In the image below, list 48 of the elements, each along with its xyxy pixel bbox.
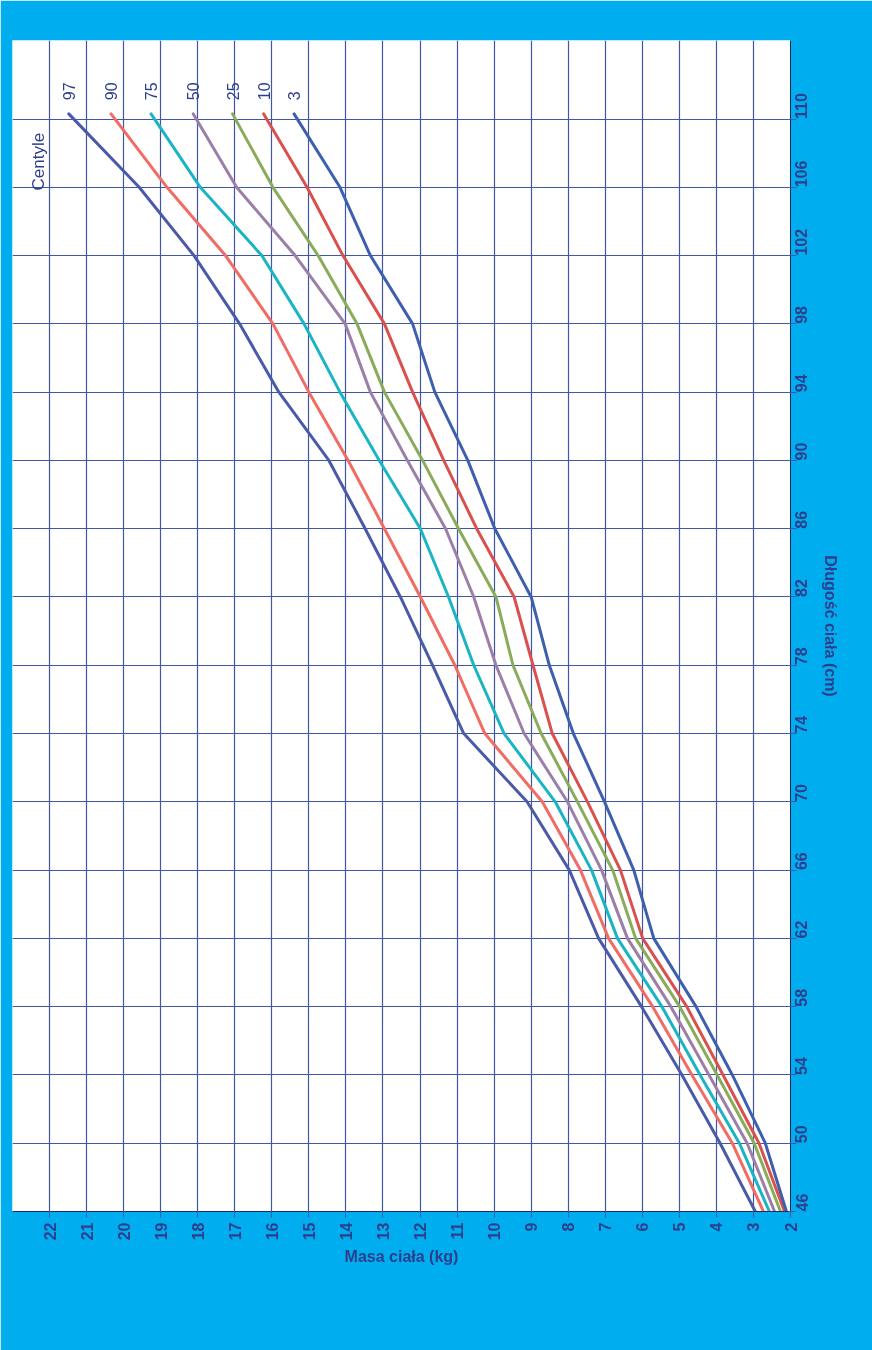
x-tick-label: 10 [486, 1222, 504, 1241]
y-tick-label: 86 [793, 510, 811, 529]
text: 3 [286, 91, 304, 101]
y-axis-title: Długość ciała (cm) [821, 555, 839, 697]
x-tick-label: 15 [300, 1222, 318, 1241]
y-tick-label: 58 [793, 988, 811, 1007]
x-tick-label: 19 [152, 1222, 170, 1241]
x-tick-label: 3 [745, 1222, 763, 1232]
text: 25 [224, 82, 242, 101]
text: 97 [60, 82, 78, 101]
x-tick-label: 13 [374, 1222, 392, 1241]
x-tick-label: 16 [263, 1222, 281, 1241]
y-tick-label: 54 [793, 1057, 811, 1075]
x-tick-label: 22 [41, 1222, 59, 1241]
text: 75 [143, 82, 161, 101]
x-tick-label: 9 [523, 1222, 541, 1232]
text: 90 [103, 82, 121, 101]
y-tick-label: 50 [793, 1125, 811, 1144]
x-tick-label: 8 [560, 1222, 578, 1232]
text: 50 [185, 82, 203, 101]
x-tick-label: 6 [634, 1222, 652, 1232]
y-tick-label: 62 [793, 920, 811, 939]
y-tick-label: 46 [793, 1193, 811, 1212]
y-tick-label: 110 [793, 93, 811, 120]
x-tick-label: 7 [597, 1222, 615, 1232]
y-tick-label: 102 [793, 228, 811, 256]
x-tick-label: 18 [189, 1222, 207, 1241]
y-tick-label: 78 [793, 647, 811, 666]
y-tick-label: 70 [793, 783, 811, 802]
x-tick-label: 2 [782, 1222, 800, 1232]
y-tick-label: 98 [793, 305, 811, 324]
x-axis-title: Masa ciała (kg) [344, 1248, 459, 1266]
y-tick-label: 106 [793, 160, 811, 188]
y-tick-label: 66 [793, 852, 811, 871]
x-tick-label: 17 [226, 1222, 244, 1241]
x-tick-label: 11 [449, 1222, 467, 1240]
y-tick-label: 82 [793, 579, 811, 597]
y-tick-label: 94 [793, 374, 811, 393]
legend-title: Centyle [28, 132, 48, 191]
x-tick-label: 12 [412, 1222, 430, 1241]
x-tick-label: 14 [337, 1222, 355, 1241]
text: 10 [255, 82, 273, 101]
x-tick-label: 4 [708, 1222, 726, 1232]
y-tick-label: 74 [793, 715, 811, 734]
x-tick-label: 20 [115, 1222, 133, 1241]
x-tick-label: 5 [671, 1222, 689, 1232]
y-tick-label: 90 [793, 442, 811, 461]
x-tick-label: 21 [78, 1222, 96, 1241]
